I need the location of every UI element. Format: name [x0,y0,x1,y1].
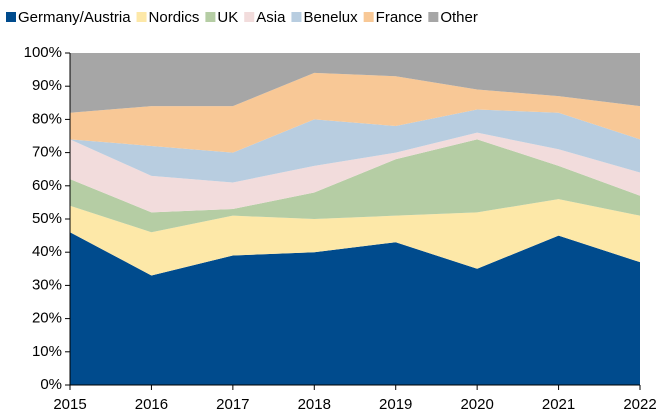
area [70,53,640,113]
legend-swatch [244,12,255,22]
x-tick-label: 2020 [460,396,493,413]
y-tick-label: 80% [32,110,62,127]
x-tick-label: 2021 [542,396,575,413]
x-tick-label: 2018 [298,396,331,413]
legend-label: Other [440,9,478,26]
area [70,109,640,183]
area [70,132,640,213]
y-tick-label: 50% [32,210,62,227]
y-tick-label: 40% [32,243,62,260]
legend-swatch [363,12,374,22]
legend-swatch [6,12,16,22]
legend-label: Germany/Austria [18,9,131,26]
x-tick-label: 2022 [623,396,656,413]
legend-label: Benelux [303,9,358,26]
y-tick-label: 70% [32,144,62,161]
y-tick-label: 90% [32,77,62,94]
legend-swatch [428,12,439,22]
area [70,72,640,153]
y-tick-label: 30% [32,276,62,293]
x-tick-label: 2015 [53,396,86,413]
x-tick-label: 2016 [135,396,168,413]
legend-label: Asia [256,9,286,26]
legend-swatch [136,12,147,22]
area [70,232,640,385]
area [70,139,640,233]
y-tick-label: 60% [32,177,62,194]
area [70,199,640,276]
legend-swatch [291,12,302,22]
y-tick-label: 20% [32,310,62,327]
legend-label: France [376,9,423,26]
legend-label: Nordics [149,9,200,26]
x-tick-label: 2017 [216,396,249,413]
legend-label: UK [217,9,238,26]
x-tick-label: 2019 [379,396,412,413]
y-tick-label: 10% [32,343,62,360]
y-tick-label: 100% [24,44,62,61]
legend-swatch [205,12,216,22]
y-tick-label: 0% [40,376,62,393]
